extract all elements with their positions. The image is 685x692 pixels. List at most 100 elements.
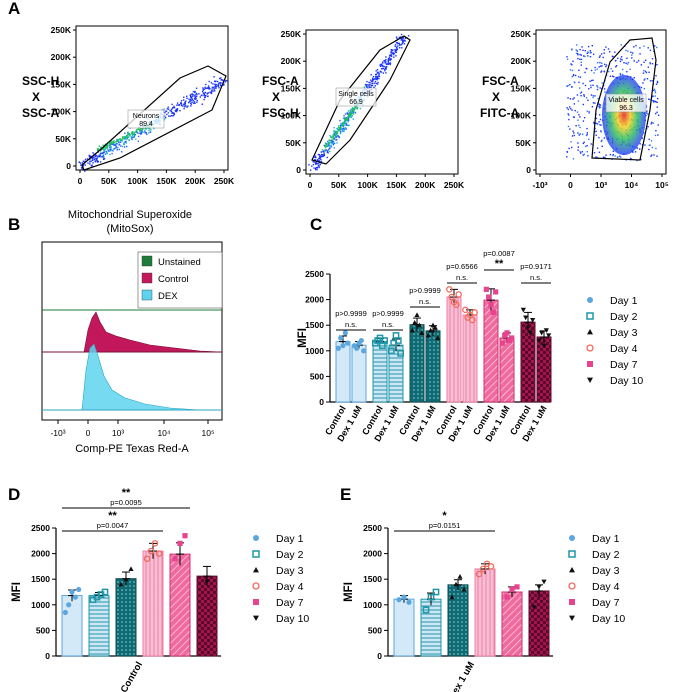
data-point: [204, 579, 210, 585]
event-dot: [103, 156, 105, 158]
event-dot: [209, 88, 211, 90]
event-dot: [132, 131, 135, 133]
event-dot: [103, 158, 105, 160]
event-dot: [166, 113, 168, 116]
event-dot: [339, 132, 342, 135]
event-dot: [89, 159, 91, 161]
event-dot: [92, 162, 94, 164]
density-hotspot: [602, 75, 646, 155]
event-dot: [171, 108, 173, 111]
event-dot: [352, 109, 355, 111]
event-dot: [109, 144, 111, 146]
event-dot: [94, 160, 96, 162]
event-dot: [95, 155, 98, 157]
data-point: [338, 335, 344, 341]
event-dot: [209, 91, 211, 93]
event-dot: [100, 156, 102, 158]
event-dot: [132, 136, 134, 139]
event-dot: [318, 160, 321, 162]
data-point: [151, 540, 159, 547]
histogram-xtick-label: 10⁵: [202, 428, 215, 438]
event-dot: [648, 71, 650, 73]
event-dot: [643, 70, 645, 72]
event-dot: [103, 152, 105, 154]
event-dot: [215, 87, 217, 90]
legend-label: Day 2: [610, 311, 638, 323]
event-dot: [588, 88, 590, 90]
event-dot: [204, 96, 206, 98]
event-dot: [571, 69, 574, 72]
legend-label: DEX: [158, 291, 178, 302]
event-dot: [627, 50, 629, 52]
event-dot: [210, 82, 213, 84]
event-dot: [654, 91, 657, 94]
legend-label: Day 1: [610, 295, 638, 307]
event-dot: [582, 49, 584, 51]
event-dot: [138, 132, 140, 134]
event-dot: [327, 150, 329, 152]
flow-xtick-label: 10⁴: [625, 180, 639, 190]
event-dot: [645, 59, 647, 61]
event-dot: [375, 75, 377, 78]
event-dot: [375, 77, 377, 79]
event-dot: [96, 157, 98, 159]
event-dot: [657, 97, 659, 100]
event-dot: [592, 84, 594, 86]
event-dot: [597, 97, 599, 100]
event-dot: [644, 144, 646, 146]
event-dot: [342, 127, 345, 129]
event-dot: [219, 83, 222, 85]
event-dot: [586, 133, 588, 136]
data-point: [387, 347, 395, 355]
event-dot: [352, 110, 355, 112]
event-dot: [571, 76, 573, 78]
event-dot: [649, 98, 651, 101]
event-dot: [593, 121, 595, 124]
event-dot: [567, 97, 569, 99]
event-dot: [194, 97, 196, 100]
data-point: [345, 340, 351, 346]
event-dot: [348, 113, 351, 115]
data-point: [543, 328, 549, 333]
event-dot: [599, 87, 601, 89]
event-dot: [569, 128, 571, 130]
event-dot: [603, 49, 605, 51]
data-point: [253, 615, 259, 621]
p-value-label: p=0.0151: [429, 521, 461, 530]
data-point: [419, 330, 425, 335]
event-dot: [577, 57, 579, 60]
gate-name: Single cells: [338, 91, 374, 98]
event-dot: [590, 79, 593, 82]
event-dot: [589, 50, 591, 52]
data-point: [490, 309, 496, 315]
event-dot: [598, 66, 600, 68]
event-dot: [354, 111, 356, 113]
data-point: [499, 340, 505, 346]
event-dot: [343, 117, 346, 120]
event-dot: [569, 84, 571, 86]
legend-label: Unstained: [158, 257, 201, 268]
event-dot: [351, 109, 354, 111]
event-dot: [583, 117, 586, 119]
event-dot: [385, 72, 387, 74]
event-dot: [604, 156, 606, 159]
event-dot: [318, 159, 320, 161]
event-dot: [597, 62, 599, 64]
event-dot: [316, 168, 318, 171]
event-dot: [205, 87, 207, 90]
event-dot: [126, 145, 128, 148]
y-tick-label: 2500: [363, 523, 382, 533]
event-dot: [338, 128, 340, 131]
event-dot: [648, 98, 650, 100]
event-dot: [335, 139, 337, 141]
event-dot: [88, 155, 91, 157]
event-dot: [97, 156, 100, 158]
event-dot: [352, 118, 354, 120]
bar: [196, 575, 218, 657]
event-dot: [359, 107, 362, 110]
event-dot: [388, 62, 391, 65]
event-dot: [115, 138, 118, 141]
event-dot: [577, 146, 579, 148]
event-dot: [86, 158, 89, 160]
p-value-label: p>0.9999: [409, 286, 441, 295]
